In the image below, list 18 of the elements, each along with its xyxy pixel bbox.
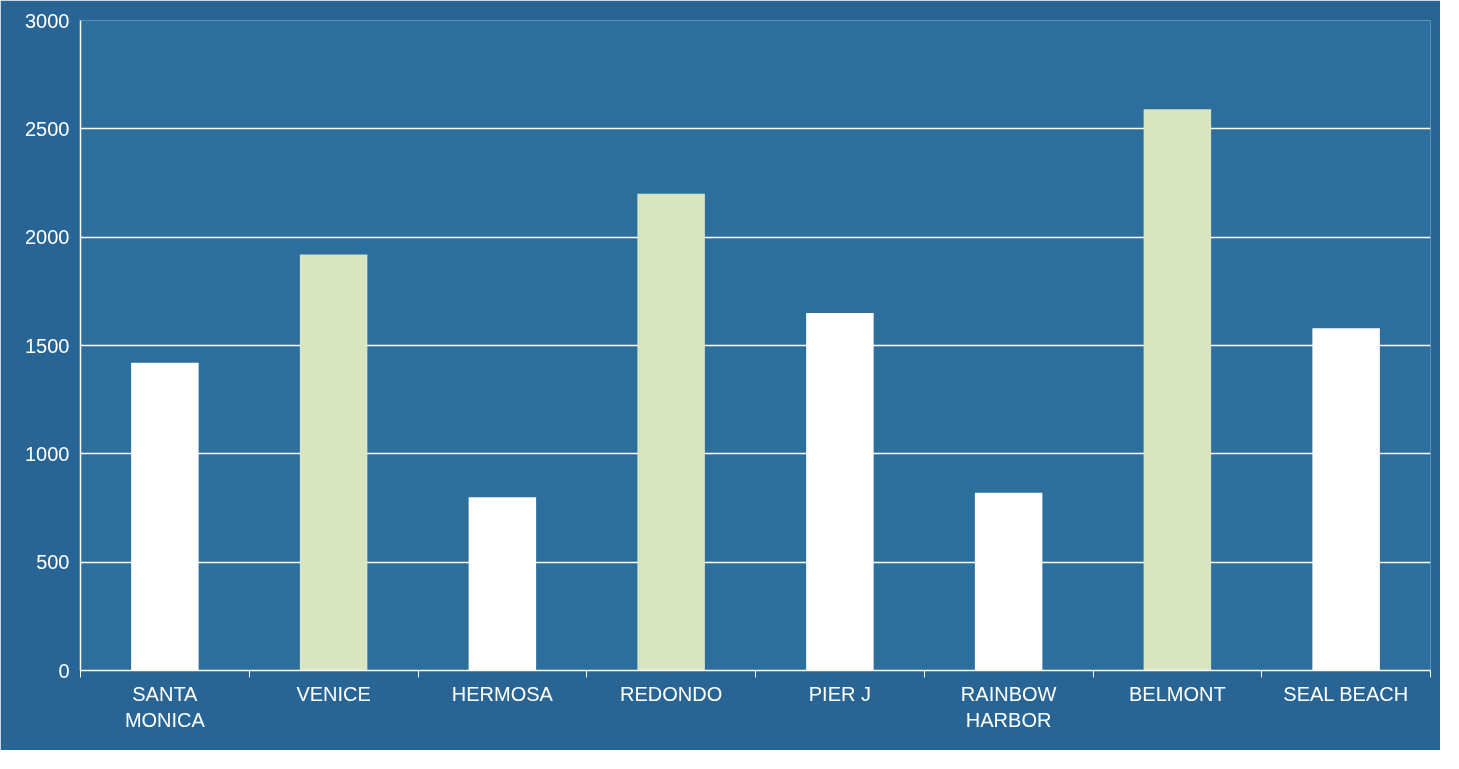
x-tick-label: SEAL BEACH <box>1283 682 1409 705</box>
y-tick-label: 2000 <box>25 226 70 249</box>
x-tick-label: VENICE <box>296 682 371 705</box>
y-tick-label: 0 <box>58 659 70 682</box>
x-tick-label: RAINBOW HARBOR <box>960 682 1057 731</box>
y-tick-label: 2500 <box>25 117 70 140</box>
bar <box>637 193 705 671</box>
bar <box>299 254 368 671</box>
y-tick-label: 1500 <box>25 334 70 357</box>
x-tick-label: SANTA MONICA <box>124 682 206 731</box>
y-tick-label: 3000 <box>25 9 70 32</box>
x-tick-label: HERMOSA <box>451 682 554 705</box>
x-tick-label: PIER J <box>808 682 872 705</box>
x-tick-label: BELMONT <box>1129 682 1226 705</box>
y-tick-label: 1000 <box>25 442 70 465</box>
x-tick-label: REDONDO <box>620 682 723 705</box>
bar <box>1143 109 1212 671</box>
y-tick-label: 500 <box>36 551 70 574</box>
